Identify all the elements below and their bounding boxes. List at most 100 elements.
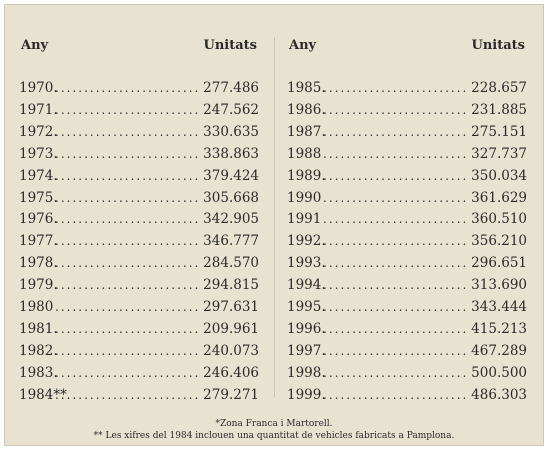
units-cell: 296.651 <box>471 255 527 272</box>
year-cell: 1983. <box>19 364 58 381</box>
year-cell: 1993. <box>287 255 326 272</box>
year-cell: 1984** <box>19 386 67 403</box>
table-row: 1991....................................… <box>287 209 527 229</box>
dot-leader: ........................................… <box>323 343 467 358</box>
footnotes: *Zona Franca i Martorell. ** Les xifres … <box>5 418 543 442</box>
left-header: Any Unitats <box>19 38 259 58</box>
units-cell: 415.213 <box>471 320 527 337</box>
units-cell: 361.629 <box>471 189 527 206</box>
year-cell: 1996. <box>287 320 326 337</box>
dot-leader: ........................................… <box>55 365 199 380</box>
units-cell: 500.500 <box>471 364 527 381</box>
table-row: 1999....................................… <box>287 385 527 405</box>
table-row: 1998....................................… <box>287 363 527 383</box>
table-row: 1987....................................… <box>287 122 527 142</box>
year-cell: 1992. <box>287 233 326 250</box>
table-row: 1989....................................… <box>287 166 527 186</box>
table-row: 1979....................................… <box>19 275 259 295</box>
dot-leader: ........................................… <box>55 387 199 402</box>
year-cell: 1987. <box>287 123 326 140</box>
year-cell: 1980 <box>19 299 54 315</box>
footnote-1: *Zona Franca i Martorell. <box>215 419 333 429</box>
dot-leader: ........................................… <box>55 168 199 183</box>
dot-leader: ........................................… <box>55 124 199 139</box>
dot-leader: ........................................… <box>323 365 467 380</box>
dot-leader: ........................................… <box>55 234 199 249</box>
units-cell: 313.690 <box>471 277 527 294</box>
units-cell: 277.486 <box>203 80 259 96</box>
table-row: 1996....................................… <box>287 319 527 339</box>
year-cell: 1986. <box>287 101 326 118</box>
table-row: 1983....................................… <box>19 363 259 383</box>
year-cell: 1982. <box>19 342 58 359</box>
year-cell: 1974. <box>19 167 58 184</box>
year-cell: 1990 <box>287 189 322 206</box>
year-cell: 1970. <box>19 80 58 96</box>
year-cell: 1997. <box>287 342 326 359</box>
year-cell: 1989. <box>287 167 326 184</box>
units-cell: 379.424 <box>203 167 259 184</box>
footnote-2: ** Les xifres del 1984 inclouen una quan… <box>93 431 455 441</box>
year-cell: 1999. <box>287 386 326 403</box>
dot-leader: ........................................… <box>323 124 467 139</box>
table-row: 1985....................................… <box>287 78 527 98</box>
column-divider <box>274 37 275 397</box>
year-cell: 1988 <box>287 145 322 162</box>
table-panel: Any Unitats 1970........................… <box>4 4 544 446</box>
dot-leader: ........................................… <box>55 256 199 271</box>
table-row: 1997....................................… <box>287 341 527 361</box>
year-cell: 1978. <box>19 255 58 272</box>
table-row: 1975....................................… <box>19 188 259 208</box>
units-cell: 346.777 <box>203 233 259 250</box>
units-cell: 360.510 <box>471 211 527 228</box>
year-cell: 1981. <box>19 320 58 337</box>
units-cell: 327.737 <box>471 145 527 162</box>
table-row: 1977....................................… <box>19 231 259 251</box>
dot-leader: ........................................… <box>323 102 467 117</box>
units-cell: 240.073 <box>203 342 259 359</box>
dot-leader: ........................................… <box>55 300 199 314</box>
dot-leader: ........................................… <box>55 278 199 293</box>
units-cell: 247.562 <box>203 101 259 118</box>
left-header-units: Unitats <box>203 38 257 53</box>
units-cell: 228.657 <box>471 80 527 96</box>
year-cell: 1991 <box>287 211 322 228</box>
year-cell: 1977. <box>19 233 58 250</box>
dot-leader: ........................................… <box>323 168 467 183</box>
right-header: Any Unitats <box>287 38 527 58</box>
table-row: 1973....................................… <box>19 144 259 164</box>
units-cell: 284.570 <box>203 255 259 272</box>
table-row: 1995....................................… <box>287 297 527 317</box>
units-cell: 338.863 <box>203 145 259 162</box>
units-cell: 350.034 <box>471 167 527 184</box>
table-row: 1982....................................… <box>19 341 259 361</box>
year-cell: 1973. <box>19 145 58 162</box>
dot-leader: ........................................… <box>55 146 199 161</box>
year-cell: 1979. <box>19 277 58 294</box>
dot-leader: ........................................… <box>323 212 467 227</box>
year-cell: 1998. <box>287 364 326 381</box>
dot-leader: ........................................… <box>323 146 467 161</box>
table-row: 1994....................................… <box>287 275 527 295</box>
table-row: 1981....................................… <box>19 319 259 339</box>
table-row: 1986....................................… <box>287 100 527 120</box>
year-cell: 1972. <box>19 123 58 140</box>
right-header-units: Unitats <box>471 38 525 53</box>
units-cell: 343.444 <box>471 299 527 315</box>
units-cell: 330.635 <box>203 123 259 140</box>
dot-leader: ........................................… <box>55 343 199 358</box>
table-row: 1970....................................… <box>19 78 259 98</box>
table-row: 1992....................................… <box>287 231 527 251</box>
units-cell: 279.271 <box>203 386 259 403</box>
units-cell: 209.961 <box>203 320 259 337</box>
units-cell: 305.668 <box>203 189 259 206</box>
dot-leader: ........................................… <box>55 102 199 117</box>
table-row: 1988....................................… <box>287 144 527 164</box>
dot-leader: ........................................… <box>55 81 199 95</box>
year-cell: 1976. <box>19 211 58 228</box>
dot-leader: ........................................… <box>55 321 199 336</box>
dot-leader: ........................................… <box>323 300 467 314</box>
dot-leader: ........................................… <box>323 190 467 205</box>
units-cell: 297.631 <box>203 299 259 315</box>
table-row: 1990....................................… <box>287 188 527 208</box>
